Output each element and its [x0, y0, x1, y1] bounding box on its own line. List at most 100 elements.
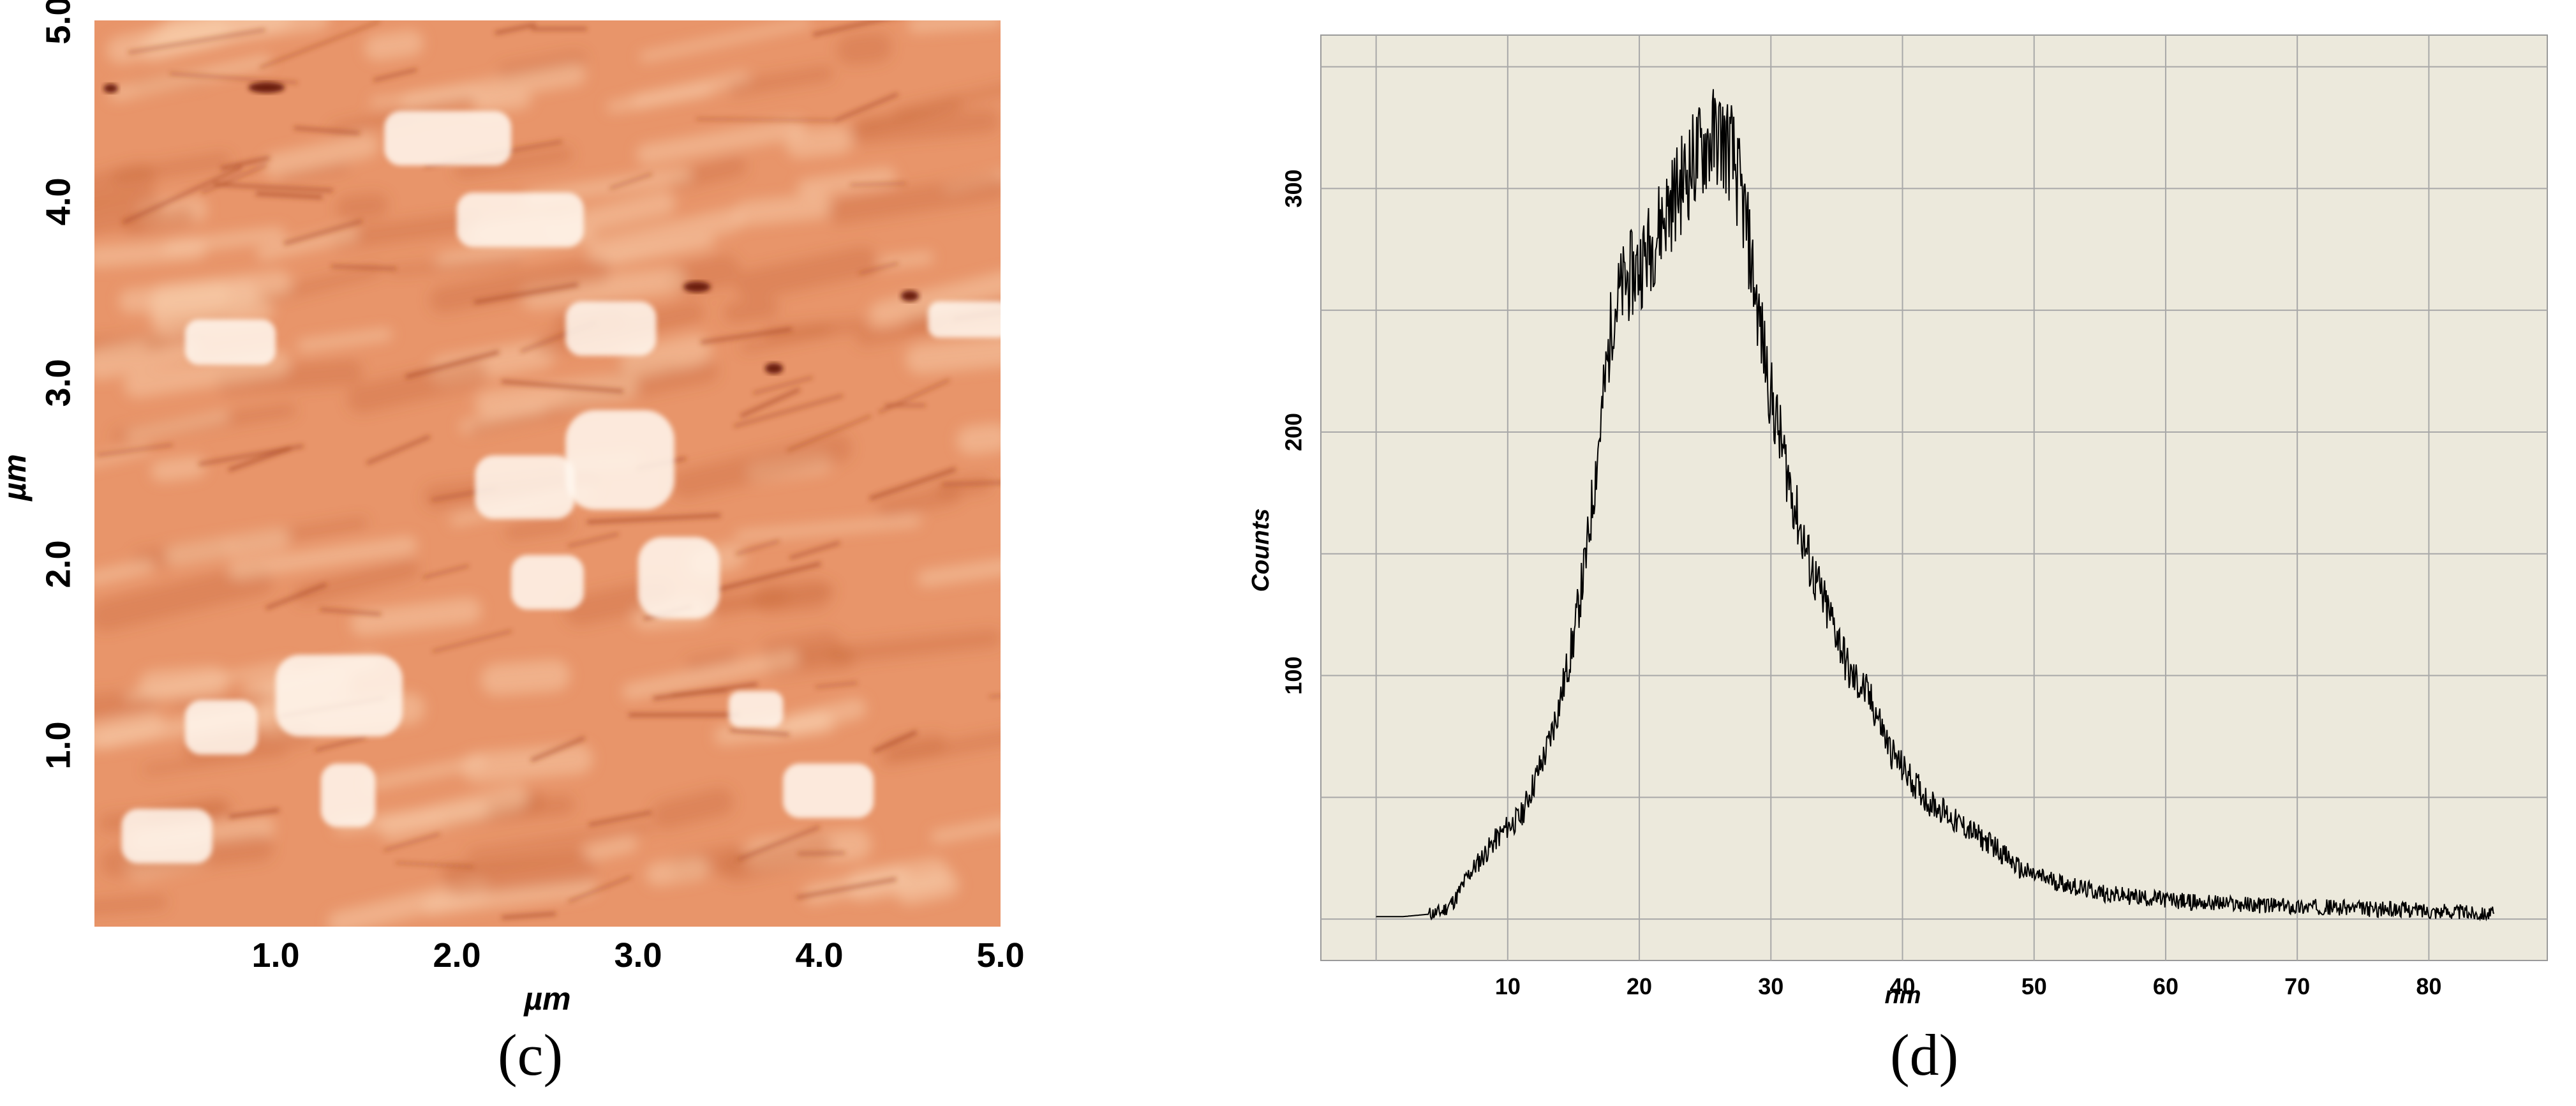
- surface-crack: [812, 20, 886, 37]
- surface-ridge: [735, 515, 921, 542]
- surface-crack: [259, 20, 380, 69]
- surface-groove: [94, 564, 274, 632]
- afm-x-tick-label: 1.0: [251, 936, 299, 975]
- surface-crack: [586, 512, 721, 525]
- surface-groove: [468, 404, 571, 435]
- surface-crack: [730, 728, 789, 736]
- surface-ridge: [350, 597, 482, 636]
- surface-ridge: [94, 558, 154, 587]
- histogram-x-tick-label: 60: [2153, 973, 2178, 999]
- afm-y-tick-label: 5.0: [39, 0, 77, 45]
- surface-crack: [787, 414, 872, 452]
- surface-ridge: [461, 744, 593, 784]
- surface-ridge: [334, 802, 489, 834]
- surface-ridge: [256, 227, 358, 261]
- surface-crack: [220, 155, 271, 171]
- surface-ridge: [957, 423, 1001, 455]
- surface-crack: [170, 72, 298, 84]
- surface-crack: [495, 22, 537, 35]
- surface-groove: [721, 834, 834, 883]
- surface-ridge: [262, 133, 379, 177]
- bright-grain-4: [276, 655, 403, 736]
- height-histogram-panel: 10 20 30 40 50 60 70 80 100 200 300 nm Counts (d): [1244, 0, 2576, 1106]
- afm-heatmap-svg: [94, 20, 1001, 927]
- surface-ridge: [620, 334, 711, 378]
- surface-crack: [859, 262, 899, 275]
- surface-crack: [422, 564, 469, 579]
- surface-crack: [609, 172, 653, 190]
- surface-ridge: [165, 528, 290, 567]
- afm-x-tick-label: 3.0: [614, 936, 662, 975]
- surface-crack: [753, 376, 813, 395]
- histogram-x-axis-label: nm: [1885, 982, 1921, 1009]
- surface-groove: [505, 517, 572, 541]
- surface-crack: [198, 444, 304, 467]
- surface-ridge: [639, 20, 812, 62]
- surface-groove: [651, 788, 734, 829]
- afm-x-tick-label: 4.0: [795, 936, 843, 975]
- afm-topography-heatmap: [94, 20, 1001, 927]
- surface-ridge: [108, 54, 272, 101]
- surface-crack: [789, 541, 840, 560]
- afm-x-axis-label: µm: [523, 981, 570, 1017]
- surface-crack: [735, 539, 780, 555]
- surface-crack: [942, 481, 1001, 486]
- surface-groove: [753, 578, 831, 614]
- surface-groove: [727, 65, 833, 96]
- histogram-y-tick-label: 200: [1281, 413, 1307, 451]
- surface-ridge: [369, 87, 480, 107]
- surface-crack: [737, 825, 820, 862]
- surface-ridge: [734, 193, 833, 227]
- dark-pit-18: [103, 84, 118, 93]
- surface-groove: [671, 433, 852, 499]
- surface-groove: [880, 722, 1001, 766]
- surface-crack: [872, 729, 918, 754]
- surface-crack: [255, 191, 323, 200]
- histogram-x-tick-label: 80: [2416, 973, 2441, 999]
- histogram-x-tick-label: 40: [1889, 973, 1915, 999]
- surface-groove: [685, 650, 738, 673]
- surface-crack: [878, 378, 950, 414]
- histogram-y-tick-label: 100: [1281, 657, 1307, 695]
- height-histogram-chart: 10 20 30 40 50 60 70 80 100 200 300 nm Counts: [1247, 34, 2548, 1009]
- surface-ridge: [905, 332, 1001, 375]
- afm-y-tick-label: 3.0: [39, 359, 77, 407]
- bright-grain-10: [185, 319, 276, 365]
- surface-ridge: [480, 659, 570, 696]
- surface-crack: [568, 875, 632, 903]
- surface-crack: [228, 807, 279, 819]
- surface-crack: [97, 444, 173, 456]
- surface-crack: [502, 911, 556, 920]
- surface-crack: [315, 735, 366, 752]
- surface-crack: [432, 629, 512, 653]
- surface-ridge: [584, 835, 637, 861]
- panel-label-c: (c): [498, 1022, 563, 1087]
- surface-groove: [278, 160, 350, 183]
- surface-ridge: [930, 817, 1001, 844]
- plot-area: [1320, 34, 2548, 961]
- surface-ridge: [151, 456, 206, 482]
- surface-crack: [796, 877, 897, 900]
- dark-pit-15: [683, 281, 711, 293]
- bright-grain-0: [565, 410, 674, 510]
- surface-groove: [331, 211, 484, 250]
- surface-groove: [454, 146, 573, 179]
- bright-grain-3: [511, 555, 584, 609]
- surface-crack: [383, 832, 440, 852]
- dark-pit-17: [900, 290, 919, 302]
- bright-grain-5: [185, 700, 258, 755]
- bright-grain-2: [638, 537, 720, 619]
- surface-ridge: [602, 235, 715, 267]
- histogram-y-tick-label: 300: [1281, 169, 1307, 207]
- afm-x-tick-label: 2.0: [433, 936, 480, 975]
- surface-crack: [366, 435, 431, 465]
- surface-ridge: [622, 650, 799, 701]
- afm-y-tick-label: 4.0: [39, 177, 77, 225]
- surface-ridge: [422, 878, 597, 916]
- bright-grain-12: [729, 691, 784, 728]
- surface-crack: [122, 165, 243, 225]
- histogram-x-tick-label: 10: [1495, 973, 1521, 999]
- surface-ridge: [521, 267, 685, 310]
- bright-grain-11: [121, 809, 212, 863]
- surface-crack: [530, 736, 586, 763]
